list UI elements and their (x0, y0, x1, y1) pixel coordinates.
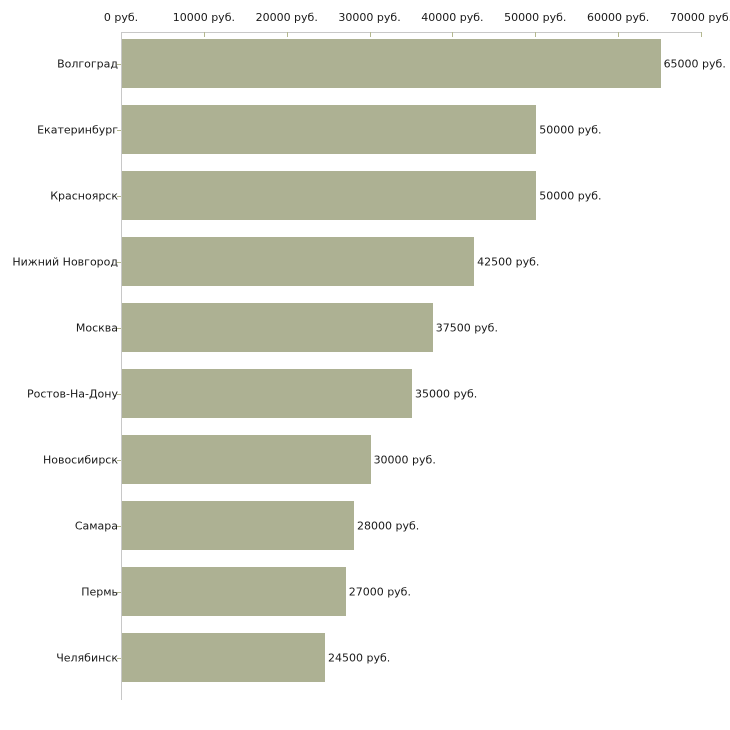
bar[interactable] (122, 39, 661, 88)
bar[interactable] (122, 237, 475, 286)
x-axis-tick-label: 40000 руб. (421, 11, 484, 24)
x-axis-tick-label: 30000 руб. (338, 11, 401, 24)
y-axis-tick (117, 195, 121, 197)
bar[interactable] (122, 501, 354, 550)
x-axis-tick-label: 0 руб. (103, 11, 139, 24)
x-axis-tick (286, 32, 288, 37)
y-axis-tick (117, 261, 121, 263)
y-axis-tick (117, 129, 121, 131)
bar-value-label: 24500 руб. (328, 651, 391, 664)
x-axis-tick (618, 32, 620, 37)
x-axis-tick (203, 32, 205, 37)
bar-value-label: 30000 руб. (373, 453, 436, 466)
y-axis-tick (117, 459, 121, 461)
category-label: Новосибирск (42, 453, 118, 466)
x-axis-tick-label: 60000 руб. (587, 11, 650, 24)
category-label: Екатеринбург (37, 123, 118, 136)
x-axis-tick (452, 32, 454, 37)
bar[interactable] (122, 369, 412, 418)
bar[interactable] (122, 567, 346, 616)
y-axis-line (121, 32, 122, 700)
bar-value-label: 42500 руб. (477, 255, 540, 268)
bar[interactable] (122, 105, 537, 154)
category-label: Челябинск (56, 651, 118, 664)
y-axis-tick (117, 657, 121, 659)
x-axis-tick-label: 20000 руб. (255, 11, 318, 24)
category-label: Самара (74, 519, 118, 532)
y-axis-tick (117, 327, 121, 329)
y-axis-tick (117, 591, 121, 593)
category-label: Нижний Новгород (12, 255, 118, 268)
bar-value-label: 65000 руб. (663, 57, 726, 70)
bar[interactable] (122, 171, 537, 220)
x-axis-tick-label: 10000 руб. (172, 11, 235, 24)
x-axis-tick (535, 32, 537, 37)
bar-value-label: 37500 руб. (435, 321, 498, 334)
x-axis-tick-label: 50000 руб. (504, 11, 567, 24)
bar-value-label: 28000 руб. (357, 519, 420, 532)
x-axis-tick (701, 32, 702, 37)
y-axis-tick (117, 63, 121, 65)
y-axis-tick (117, 393, 121, 395)
x-axis-tick (369, 32, 371, 37)
bar-value-label: 50000 руб. (539, 189, 602, 202)
category-label: Волгоград (57, 57, 118, 70)
x-axis-tick-label: 70000 руб. (669, 11, 730, 24)
y-axis-tick (117, 525, 121, 527)
category-label: Красноярск (50, 189, 118, 202)
bar[interactable] (122, 435, 371, 484)
bar[interactable] (122, 303, 433, 352)
category-label: Ростов-На-Дону (26, 387, 118, 400)
bar-value-label: 35000 руб. (415, 387, 478, 400)
bar[interactable] (122, 633, 325, 682)
category-label: Москва (75, 321, 118, 334)
bar-value-label: 27000 руб. (348, 585, 411, 598)
x-axis-line (121, 32, 701, 33)
category-label: Пермь (81, 585, 118, 598)
bar-value-label: 50000 руб. (539, 123, 602, 136)
